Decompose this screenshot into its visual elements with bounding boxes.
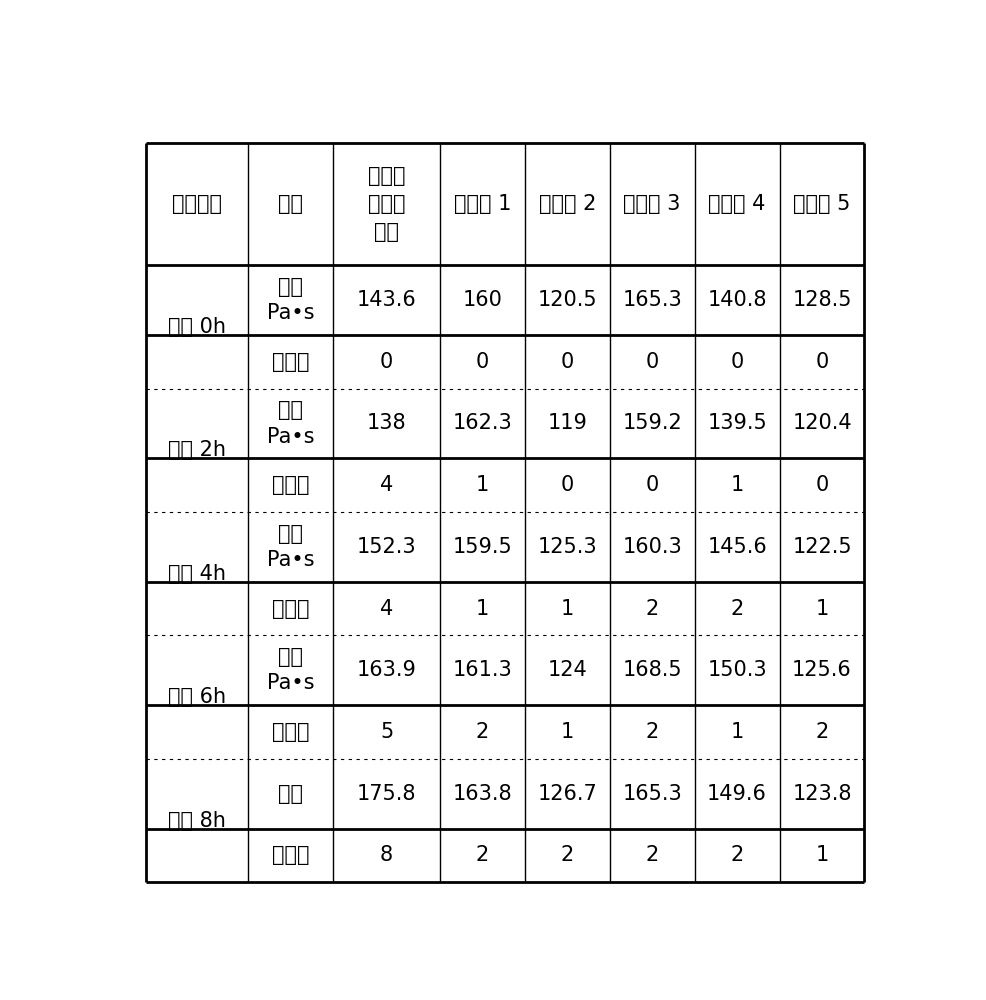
Text: 125.3: 125.3 xyxy=(537,537,598,557)
Text: 实施例 4: 实施例 4 xyxy=(708,194,766,214)
Text: 160: 160 xyxy=(462,290,502,310)
Text: 漏印点: 漏印点 xyxy=(272,352,310,372)
Text: 175.8: 175.8 xyxy=(357,784,416,804)
Text: 150.3: 150.3 xyxy=(707,660,767,680)
Text: 1: 1 xyxy=(475,599,489,619)
Text: 2: 2 xyxy=(731,599,743,619)
Text: 138: 138 xyxy=(367,413,406,433)
Text: 119: 119 xyxy=(547,413,587,433)
Text: 152.3: 152.3 xyxy=(357,537,416,557)
Text: 120.5: 120.5 xyxy=(537,290,598,310)
Text: 1: 1 xyxy=(815,599,828,619)
Text: 0: 0 xyxy=(731,352,743,372)
Text: 1: 1 xyxy=(731,722,743,742)
Text: 粘度
Pa•s: 粘度 Pa•s xyxy=(267,400,315,447)
Text: 122.5: 122.5 xyxy=(792,537,852,557)
Text: 粘度
Pa•s: 粘度 Pa•s xyxy=(267,647,315,693)
Text: 0: 0 xyxy=(815,475,828,495)
Text: 印刷 0h: 印刷 0h xyxy=(169,317,226,337)
Text: 0: 0 xyxy=(561,475,574,495)
Text: 0: 0 xyxy=(475,352,489,372)
Text: 0: 0 xyxy=(380,352,393,372)
Text: 粘度
Pa•s: 粘度 Pa•s xyxy=(267,524,315,570)
Text: 140.8: 140.8 xyxy=(707,290,767,310)
Text: 145.6: 145.6 xyxy=(707,537,767,557)
Text: 159.2: 159.2 xyxy=(622,413,682,433)
Text: 162.3: 162.3 xyxy=(453,413,512,433)
Text: 161.3: 161.3 xyxy=(453,660,512,680)
Text: 4: 4 xyxy=(380,475,393,495)
Text: 现有低
温无铅
锡膏: 现有低 温无铅 锡膏 xyxy=(368,166,405,242)
Text: 2: 2 xyxy=(646,845,659,865)
Text: 漏印点: 漏印点 xyxy=(272,845,310,865)
Text: 120.4: 120.4 xyxy=(792,413,852,433)
Text: 0: 0 xyxy=(561,352,574,372)
Text: 2: 2 xyxy=(646,599,659,619)
Text: 漏印点: 漏印点 xyxy=(272,475,310,495)
Text: 项目: 项目 xyxy=(278,194,304,214)
Text: 5: 5 xyxy=(380,722,393,742)
Text: 漏印点: 漏印点 xyxy=(272,722,310,742)
Text: 印刷 2h: 印刷 2h xyxy=(169,440,226,460)
Text: 125.6: 125.6 xyxy=(792,660,852,680)
Text: 2: 2 xyxy=(561,845,574,865)
Text: 1: 1 xyxy=(475,475,489,495)
Text: 粘度
Pa•s: 粘度 Pa•s xyxy=(267,277,315,323)
Text: 160.3: 160.3 xyxy=(622,537,682,557)
Text: 2: 2 xyxy=(475,722,489,742)
Text: 2: 2 xyxy=(731,845,743,865)
Text: 168.5: 168.5 xyxy=(622,660,682,680)
Text: 实施例 5: 实施例 5 xyxy=(794,194,851,214)
Text: 123.8: 123.8 xyxy=(793,784,852,804)
Text: 0: 0 xyxy=(815,352,828,372)
Text: 2: 2 xyxy=(475,845,489,865)
Text: 159.5: 159.5 xyxy=(453,537,512,557)
Text: 124: 124 xyxy=(547,660,587,680)
Text: 163.8: 163.8 xyxy=(453,784,512,804)
Text: 2: 2 xyxy=(815,722,828,742)
Text: 实施例 2: 实施例 2 xyxy=(538,194,596,214)
Text: 漏印点: 漏印点 xyxy=(272,599,310,619)
Text: 149.6: 149.6 xyxy=(707,784,767,804)
Text: 实施例 1: 实施例 1 xyxy=(454,194,511,214)
Text: 1: 1 xyxy=(561,722,574,742)
Text: 163.9: 163.9 xyxy=(357,660,416,680)
Text: 0: 0 xyxy=(646,352,659,372)
Text: 165.3: 165.3 xyxy=(622,290,682,310)
Text: 8: 8 xyxy=(380,845,393,865)
Text: 印刷时间: 印刷时间 xyxy=(173,194,222,214)
Text: 0: 0 xyxy=(646,475,659,495)
Text: 128.5: 128.5 xyxy=(793,290,852,310)
Text: 143.6: 143.6 xyxy=(357,290,416,310)
Text: 1: 1 xyxy=(561,599,574,619)
Text: 1: 1 xyxy=(815,845,828,865)
Text: 1: 1 xyxy=(731,475,743,495)
Text: 165.3: 165.3 xyxy=(622,784,682,804)
Text: 印刷 6h: 印刷 6h xyxy=(169,687,227,707)
Text: 126.7: 126.7 xyxy=(537,784,598,804)
Text: 印刷 4h: 印刷 4h xyxy=(169,564,226,584)
Text: 粘度: 粘度 xyxy=(278,784,304,804)
Text: 2: 2 xyxy=(646,722,659,742)
Text: 实施例 3: 实施例 3 xyxy=(623,194,681,214)
Text: 139.5: 139.5 xyxy=(707,413,767,433)
Text: 4: 4 xyxy=(380,599,393,619)
Text: 印刷 8h: 印刷 8h xyxy=(169,811,226,831)
